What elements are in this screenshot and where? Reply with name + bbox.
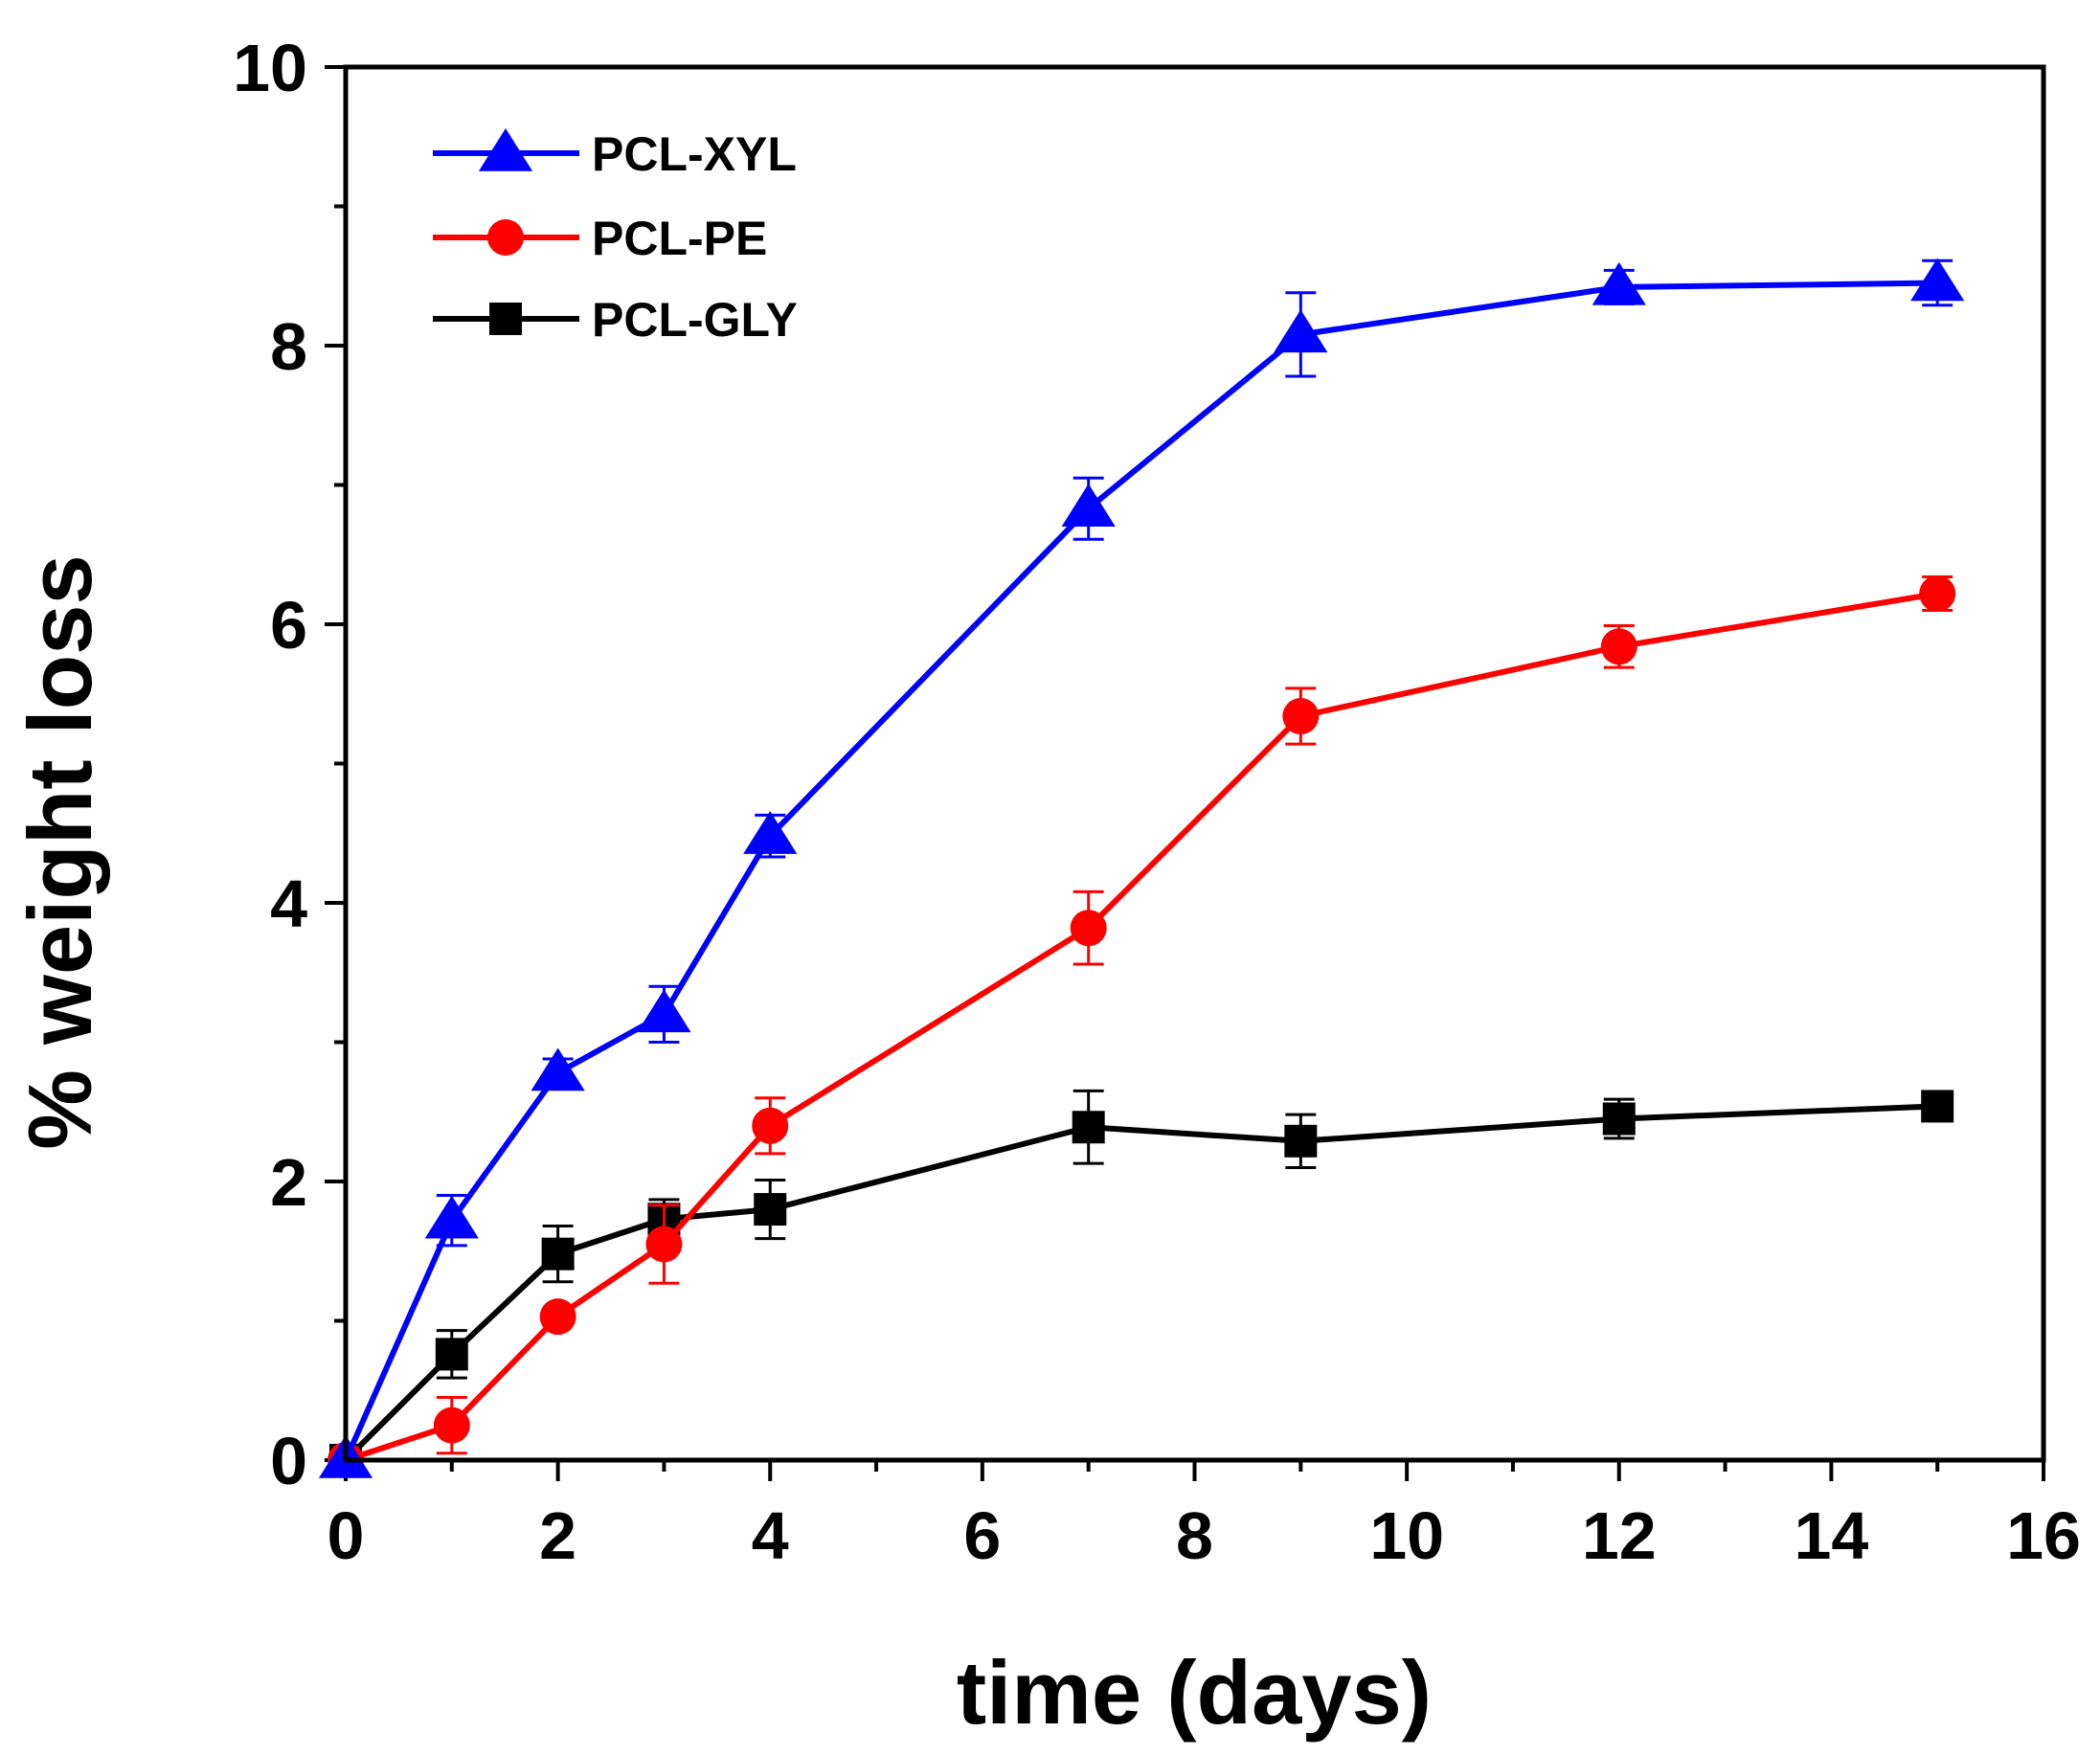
data-point (539, 1298, 576, 1336)
x-tick-label: 8 (1176, 1498, 1213, 1573)
x-tick-label: 0 (327, 1498, 365, 1573)
data-point (435, 1338, 468, 1371)
data-point (1282, 698, 1320, 735)
series-pcl-pe (327, 574, 1956, 1478)
data-point (1919, 574, 1956, 612)
data-point (743, 811, 798, 854)
legend-marker (478, 128, 533, 171)
data-point (637, 989, 691, 1033)
legend: PCL-XYL PCL-PE PCL-GLY (433, 127, 798, 347)
x-tick-label: 6 (963, 1498, 1001, 1573)
series-line (343, 1103, 1938, 1463)
y-tick-label: 8 (270, 309, 307, 384)
legend-label: PCL-XYL (592, 127, 797, 181)
data-point (1061, 484, 1116, 527)
data-point (754, 1193, 787, 1226)
data-point (752, 1107, 789, 1144)
legend-marker (487, 219, 524, 256)
x-tick-label: 10 (1369, 1498, 1444, 1573)
y-tick-label: 6 (270, 588, 307, 663)
legend-marker (489, 303, 522, 335)
data-point (1072, 1111, 1105, 1144)
y-tick-label: 2 (270, 1145, 307, 1220)
data-series (318, 258, 1965, 1478)
data-point (1600, 628, 1637, 665)
series-pcl-xyl (318, 258, 1965, 1478)
x-tick-label: 16 (2006, 1498, 2081, 1573)
y-axis-title: % weight loss (10, 554, 110, 1150)
data-point (531, 1047, 585, 1091)
plot-area-frame (343, 64, 2046, 1463)
y-tick-label: 4 (270, 866, 307, 941)
data-point (1070, 910, 1107, 947)
data-point (1274, 309, 1328, 353)
data-point (1592, 261, 1646, 305)
legend-item-pcl-pe: PCL-PE (433, 212, 767, 265)
data-point (645, 1226, 683, 1263)
legend-label: PCL-GLY (592, 293, 798, 347)
data-point (1602, 1102, 1636, 1136)
legend-item-pcl-xyl: PCL-XYL (433, 127, 797, 181)
y-tick-label: 0 (270, 1424, 307, 1498)
data-point (1284, 1124, 1318, 1158)
x-tick-label: 2 (539, 1498, 576, 1573)
x-tick-label: 4 (752, 1498, 789, 1573)
data-point (433, 1406, 470, 1444)
legend-label: PCL-PE (592, 212, 767, 265)
series-line (345, 591, 1938, 1463)
data-point (424, 1195, 479, 1239)
legend-item-pcl-gly: PCL-GLY (433, 293, 798, 347)
x-tick-label: 14 (1794, 1498, 1868, 1573)
data-point (541, 1237, 575, 1271)
x-tick-label: 12 (1582, 1498, 1657, 1573)
data-point (1910, 258, 1965, 302)
axis-ticks: 0 2 4 6 8 10 12 14 16 0 2 4 6 8 10 (233, 31, 2081, 1573)
data-point (1921, 1090, 1954, 1123)
series-pcl-gly (329, 1089, 1954, 1476)
y-tick-label: 10 (233, 31, 307, 105)
x-axis-title: time (days) (957, 1642, 1432, 1743)
